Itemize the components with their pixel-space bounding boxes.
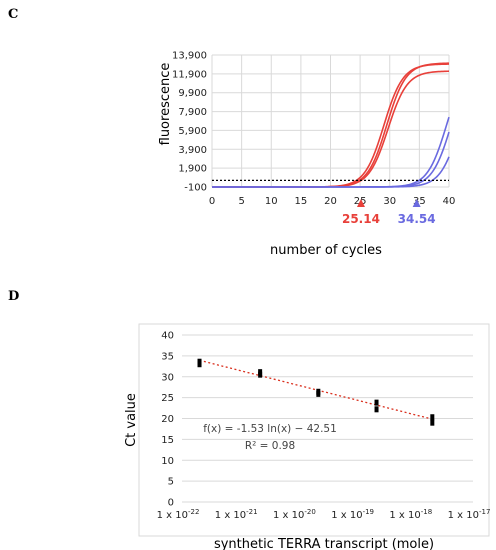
- panel-c-x-tick-label: 5: [238, 196, 244, 207]
- panel-c-y-tick-label: -100: [184, 183, 207, 194]
- panel-d-x-tick-exponent: -17: [479, 508, 490, 516]
- panel-c-ct-label-early: 25.14: [342, 212, 380, 226]
- panel-d-x-ticks: 1 x 10-22 1 x 10-21 1 x 10-20 1 x 10-19 1 x …: [157, 508, 491, 521]
- panel-d-x-tick-base: 1 x 10: [157, 510, 188, 521]
- panel-c-letter: C: [8, 7, 18, 22]
- panel-d-x-tick-exponent: -21: [246, 508, 257, 516]
- panel-c-x-tick-label: 0: [209, 196, 215, 207]
- panel-c-marker-triangle-late: [412, 199, 421, 207]
- panel-d-y-tick-label: 20: [161, 414, 174, 425]
- panel-d-y-tick-label: 25: [161, 393, 174, 404]
- panel-d-x-axis-title: synthetic TERRA transcript (mole): [214, 537, 434, 550]
- panel-c-x-tick-label: 15: [295, 196, 308, 207]
- panel-c-x-tick-label: 35: [413, 196, 426, 207]
- panel-d-x-tick-exponent: -20: [304, 508, 315, 516]
- panel-d-x-tick-exponent: -19: [363, 508, 374, 516]
- panel-c-x-tick-label: 20: [324, 196, 337, 207]
- panel-d-y-tick-label: 0: [168, 498, 174, 509]
- panel-d-data-point: [374, 406, 379, 413]
- panel-d-x-tick-label: 1 x 10-17: [448, 508, 491, 521]
- panel-d-grid: [182, 334, 473, 503]
- panel-c-curve-late-6: [212, 156, 450, 188]
- panel-d-data-point: [316, 390, 321, 397]
- panel-c-x-tick-label: 30: [383, 196, 396, 207]
- panel-d-x-tick-label: 1 x 10-20: [273, 508, 316, 521]
- panel-d-data-point: [374, 399, 379, 406]
- panel-c-y-axis-title: fluorescence: [158, 63, 173, 146]
- panel-d-x-tick-exponent: -18: [421, 508, 432, 516]
- panel-d-letter: D: [8, 289, 19, 304]
- panel-d-x-tick-label: 1 x 10-22: [157, 508, 200, 521]
- panel-d-y-axis-title: Ct value: [124, 393, 139, 447]
- panel-c-y-ticks: 13,900 11,900 9,900 7,900 5,900 3,900 1,900 -10…: [172, 51, 207, 194]
- panel-c-y-tick-label: 7,900: [178, 107, 207, 118]
- panel-c-ct-markers: 25.14 34.54: [342, 199, 436, 226]
- panel-c-x-tick-label: 40: [443, 196, 456, 207]
- panel-c-y-tick-label: 3,900: [178, 145, 207, 156]
- panel-d-x-tick-label: 1 x 10-19: [331, 508, 374, 521]
- panel-d-x-tick-label: 1 x 10-18: [389, 508, 432, 521]
- panel-c-x-tick-label: 10: [265, 196, 278, 207]
- panel-c-x-axis-title: number of cycles: [270, 243, 382, 258]
- panel-c-y-tick-label: 9,900: [178, 88, 207, 99]
- panel-d-y-tick-label: 5: [168, 477, 174, 488]
- panel-d-data-point: [197, 361, 202, 368]
- panel-c-grid: [211, 54, 450, 188]
- panel-d-data-point: [430, 419, 435, 426]
- panel-d-x-tick-label: 1 x 10-21: [215, 508, 258, 521]
- panel-c-marker-triangle-early: [356, 199, 365, 207]
- panel-d-y-ticks: 0 5 10 15 20 25 30 35 40: [161, 331, 174, 509]
- panel-d-y-tick-label: 40: [161, 331, 174, 342]
- panel-c-y-tick-label: 5,900: [178, 126, 207, 137]
- panel-d-y-tick-label: 35: [161, 351, 174, 362]
- panel-d-data-point: [430, 414, 435, 421]
- panel-d-trendline: [199, 359, 433, 420]
- panel-d-trendline-path: [199, 359, 433, 420]
- panel-d-x-tick-base: 1 x 10: [215, 510, 246, 521]
- panel-d-points: [197, 358, 435, 426]
- panel-d-y-tick-label: 30: [161, 372, 174, 383]
- panel-c-y-tick-label: 11,900: [172, 69, 207, 80]
- panel-d-chart-frame: [138, 323, 490, 537]
- panel-d-y-tick-label: 10: [161, 456, 174, 467]
- panel-d-x-tick-base: 1 x 10: [389, 510, 420, 521]
- panel-d-x-tick-base: 1 x 10: [448, 510, 479, 521]
- panel-c-y-tick-label: 1,900: [178, 164, 207, 175]
- panel-c-curves: [212, 62, 450, 188]
- panel-c-ct-label-late: 34.54: [398, 212, 436, 226]
- panel-d-x-tick-base: 1 x 10: [273, 510, 304, 521]
- panel-d-r-squared: R² = 0.98: [245, 440, 295, 452]
- panel-c-y-tick-label: 13,900: [172, 51, 207, 62]
- panel-d-x-tick-exponent: -22: [188, 508, 199, 516]
- panel-d-data-point: [258, 371, 263, 378]
- panel-d-equation: f(x) = -1.53 ln(x) − 42.51: [203, 423, 337, 435]
- panel-d-x-tick-base: 1 x 10: [331, 510, 362, 521]
- panel-d-y-tick-label: 15: [161, 435, 174, 446]
